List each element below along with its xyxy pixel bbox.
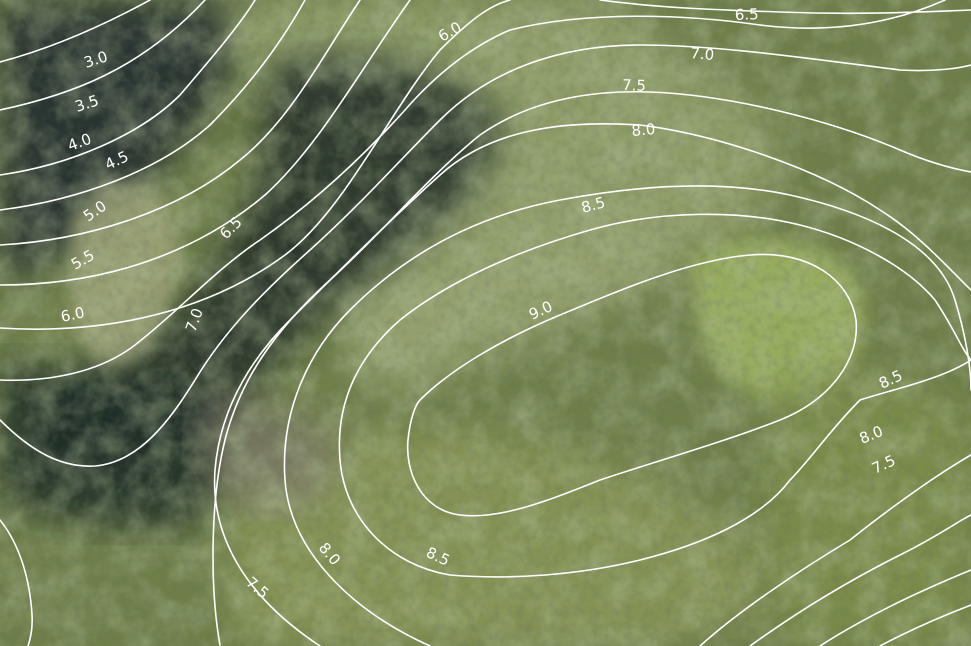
contour-line [699, 454, 971, 646]
contour-label: 7.5 [622, 76, 646, 95]
contour-label: 6.0 [59, 303, 86, 326]
contour-label: 8.0 [631, 120, 656, 140]
contour-line [0, 0, 151, 63]
contour-label: 6.5 [735, 5, 759, 24]
contour-label: 7.0 [690, 44, 715, 64]
contour-line [0, 0, 946, 382]
contour-line [283, 185, 971, 646]
contour-line [599, 0, 971, 15]
contour-line [212, 90, 971, 646]
contour-line [0, 0, 306, 211]
contour-label: 8.5 [579, 193, 607, 217]
contour-line [0, 44, 971, 467]
contour-line [0, 519, 33, 646]
contour-line [879, 604, 971, 646]
contour-line [0, 0, 361, 246]
contour-line [819, 569, 971, 646]
contour-line [749, 514, 971, 646]
contour-line [0, 0, 411, 286]
contour-line [0, 0, 256, 176]
contour-line [338, 213, 971, 578]
contour-line [213, 123, 971, 646]
contour-line [406, 253, 858, 517]
contour-line [0, 0, 206, 111]
contour-line [0, 0, 511, 330]
